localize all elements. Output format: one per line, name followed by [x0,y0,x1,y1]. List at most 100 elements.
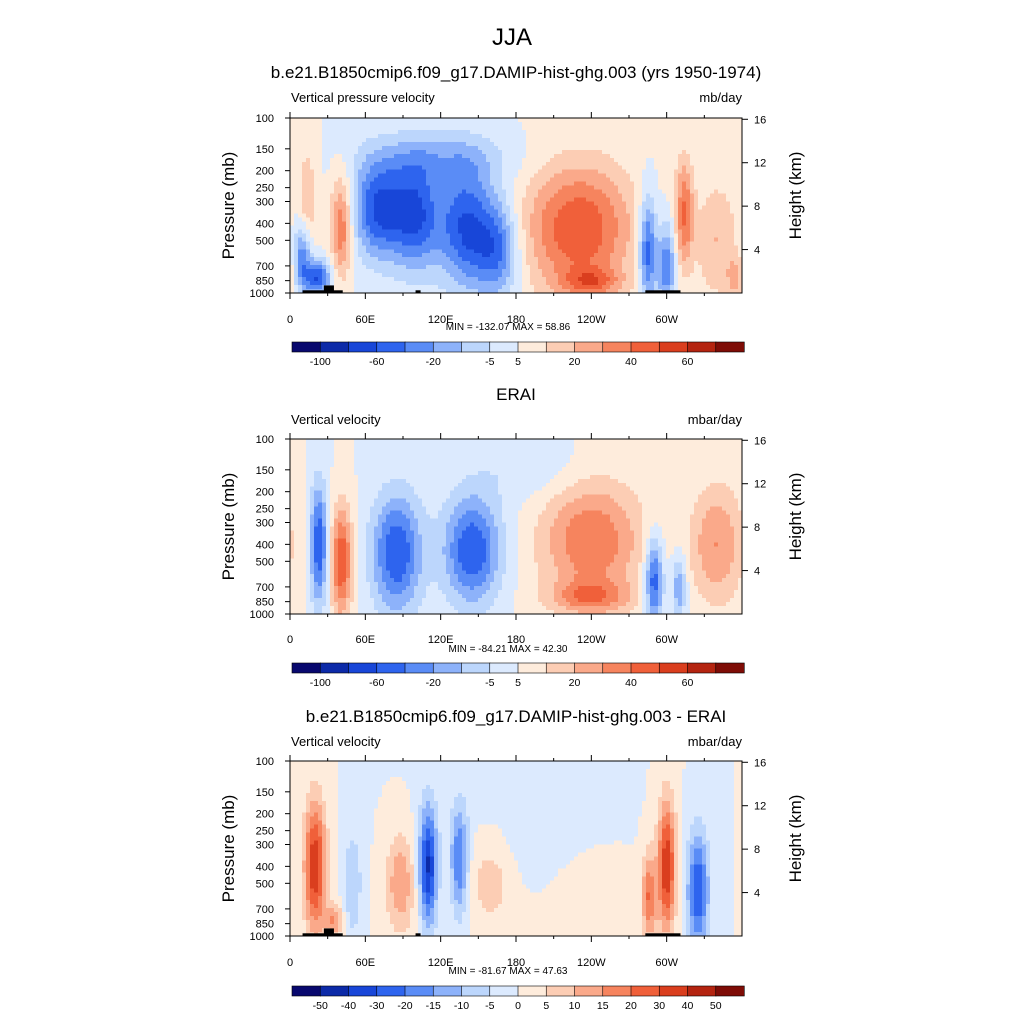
heatmap-cell [574,257,579,262]
heatmap-cell [694,225,699,230]
heatmap-cell [418,173,423,179]
heatmap-cell [474,289,479,294]
heatmap-cell [586,129,591,135]
heatmap-cell [602,141,607,147]
heatmap-cell [346,145,351,151]
heatmap-cell [294,197,299,202]
heatmap-cell [382,225,387,230]
heatmap-cell [522,189,527,194]
heatmap-cell [538,121,543,127]
heatmap-cell [726,237,731,242]
heatmap-cell [506,281,511,286]
heatmap-cell [498,161,503,167]
heatmap-cell [586,153,591,159]
heatmap-cell [406,241,411,246]
heatmap-cell [666,281,671,286]
heatmap-cell [342,153,347,159]
heatmap-cell [402,137,407,143]
heatmap-cell [506,229,511,234]
heatmap-cell [642,261,647,266]
heatmap-cell [374,217,379,222]
heatmap-cell [630,161,635,167]
heatmap-cell [570,213,575,218]
heatmap-cell [330,189,335,194]
heatmap-cell [474,241,479,246]
heatmap-cell [594,185,599,190]
heatmap-cell [658,277,663,282]
heatmap-cell [734,281,739,286]
heatmap-cell [330,125,335,131]
heatmap-cell [310,129,315,135]
heatmap-cell [590,213,595,218]
heatmap-cell [726,225,731,230]
heatmap-cell [482,261,487,266]
heatmap-cell [670,129,675,135]
heatmap-cell [574,161,579,167]
heatmap-cell [570,241,575,246]
heatmap-cell [466,257,471,262]
heatmap-cell [486,165,491,171]
heatmap-cell [678,245,683,250]
heatmap-cell [718,217,723,222]
heatmap-cell [422,165,427,171]
heatmap-cell [310,209,315,214]
heatmap-cell [306,245,311,250]
heatmap-cell [446,285,451,290]
heatmap-cell [534,185,539,190]
heatmap-cell [526,289,531,294]
heatmap-cell [314,201,319,206]
heatmap-cell [730,189,735,194]
heatmap-cell [606,229,611,234]
heatmap-cell [510,193,515,198]
heatmap-cell [574,289,579,294]
heatmap-cell [694,257,699,262]
heatmap-cell [590,241,595,246]
heatmap-cell [646,121,651,127]
heatmap-cell [714,229,719,234]
heatmap-cell [482,161,487,167]
heatmap-cell [514,141,519,147]
heatmap-cell [530,181,535,187]
heatmap-cell [562,161,567,167]
heatmap-cell [582,225,587,230]
heatmap-cell [658,173,663,179]
heatmap-cell [374,265,379,270]
heatmap-cell [534,157,539,163]
heatmap-cell [714,153,719,159]
heatmap-cell [342,197,347,202]
heatmap-cell [570,165,575,171]
heatmap-cell [330,229,335,234]
heatmap-cell [590,249,595,254]
heatmap-cell [306,118,311,123]
heatmap-cell [722,281,727,286]
heatmap-cell [338,177,343,183]
heatmap-cell [726,213,731,218]
heatmap-cell [718,273,723,278]
heatmap-cell [682,177,687,183]
heatmap-cell [550,265,555,270]
heatmap-cell [474,265,479,270]
heatmap-cell [314,205,319,210]
heatmap-cell [358,201,363,206]
heatmap-cell [570,129,575,135]
heatmap-cell [654,149,659,155]
heatmap-cell [554,209,559,214]
heatmap-cell [526,217,531,222]
heatmap-cell [382,177,387,183]
heatmap-cell [434,221,439,226]
heatmap-cell [438,177,443,183]
heatmap-cell [694,241,699,246]
heatmap-cell [734,165,739,171]
heatmap-cell [366,129,371,135]
x-tick-label: 0 [287,314,293,326]
heatmap-cell [574,261,579,266]
heatmap-cell [382,125,387,131]
heatmap-cell [402,197,407,202]
heatmap-cell [338,173,343,179]
heatmap-cell [674,237,679,242]
heatmap-cell [718,237,723,242]
heatmap-cell [362,221,367,226]
heatmap-cell [438,189,443,194]
heatmap-cell [454,253,459,258]
heatmap-cell [562,241,567,246]
